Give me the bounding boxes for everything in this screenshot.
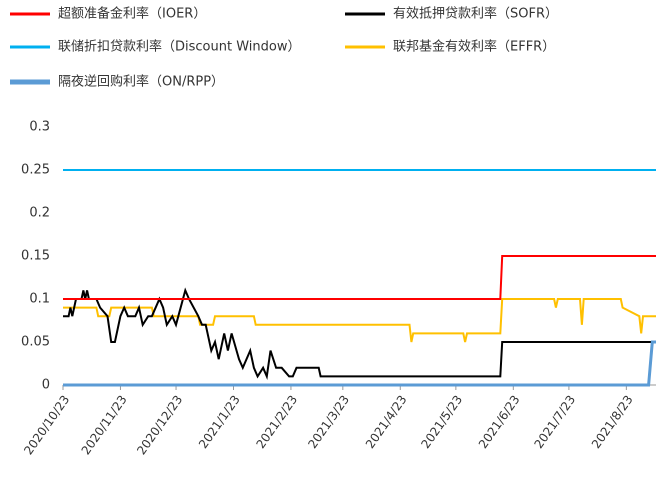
legend-label: 隔夜逆回购利率（ON/RPP） xyxy=(58,74,224,90)
y-tick-label: 0 xyxy=(42,378,50,393)
legend-label: 联储折扣贷款利率（Discount Window） xyxy=(58,39,300,55)
x-tick-label: 2020/10/23 xyxy=(21,393,72,458)
x-tick-label: 2021/2/23 xyxy=(253,393,300,451)
line xyxy=(63,255,656,300)
legend-label: 联邦基金有效利率（EFFR） xyxy=(393,39,555,55)
x-tick-label: 2021/7/23 xyxy=(531,393,578,451)
y-tick-label: 0.3 xyxy=(29,120,50,135)
y-tick-label: 0.05 xyxy=(21,335,50,350)
x-tick-label: 2021/4/23 xyxy=(363,393,410,451)
x-tick-label: 2021/3/23 xyxy=(305,393,352,451)
y-tick-label: 0.2 xyxy=(29,206,50,221)
line xyxy=(63,298,656,343)
y-tick-label: 0.1 xyxy=(29,292,50,307)
y-tick-label: 0.25 xyxy=(21,163,50,178)
x-tick-label: 2021/1/23 xyxy=(196,393,243,451)
x-tick-label: 2021/5/23 xyxy=(418,393,465,451)
x-tick-label: 2020/12/23 xyxy=(134,393,185,458)
legend-label: 超额准备金利率（IOER） xyxy=(58,6,206,22)
line xyxy=(63,340,656,387)
x-tick-label: 2020/11/23 xyxy=(79,393,130,458)
line xyxy=(63,287,656,381)
legend-label: 有效抵押贷款利率（SOFR） xyxy=(393,6,558,22)
x-tick-label: 2021/6/23 xyxy=(476,393,523,451)
y-tick-label: 0.15 xyxy=(21,249,50,264)
x-tick-label: 2021/8/23 xyxy=(589,393,636,451)
